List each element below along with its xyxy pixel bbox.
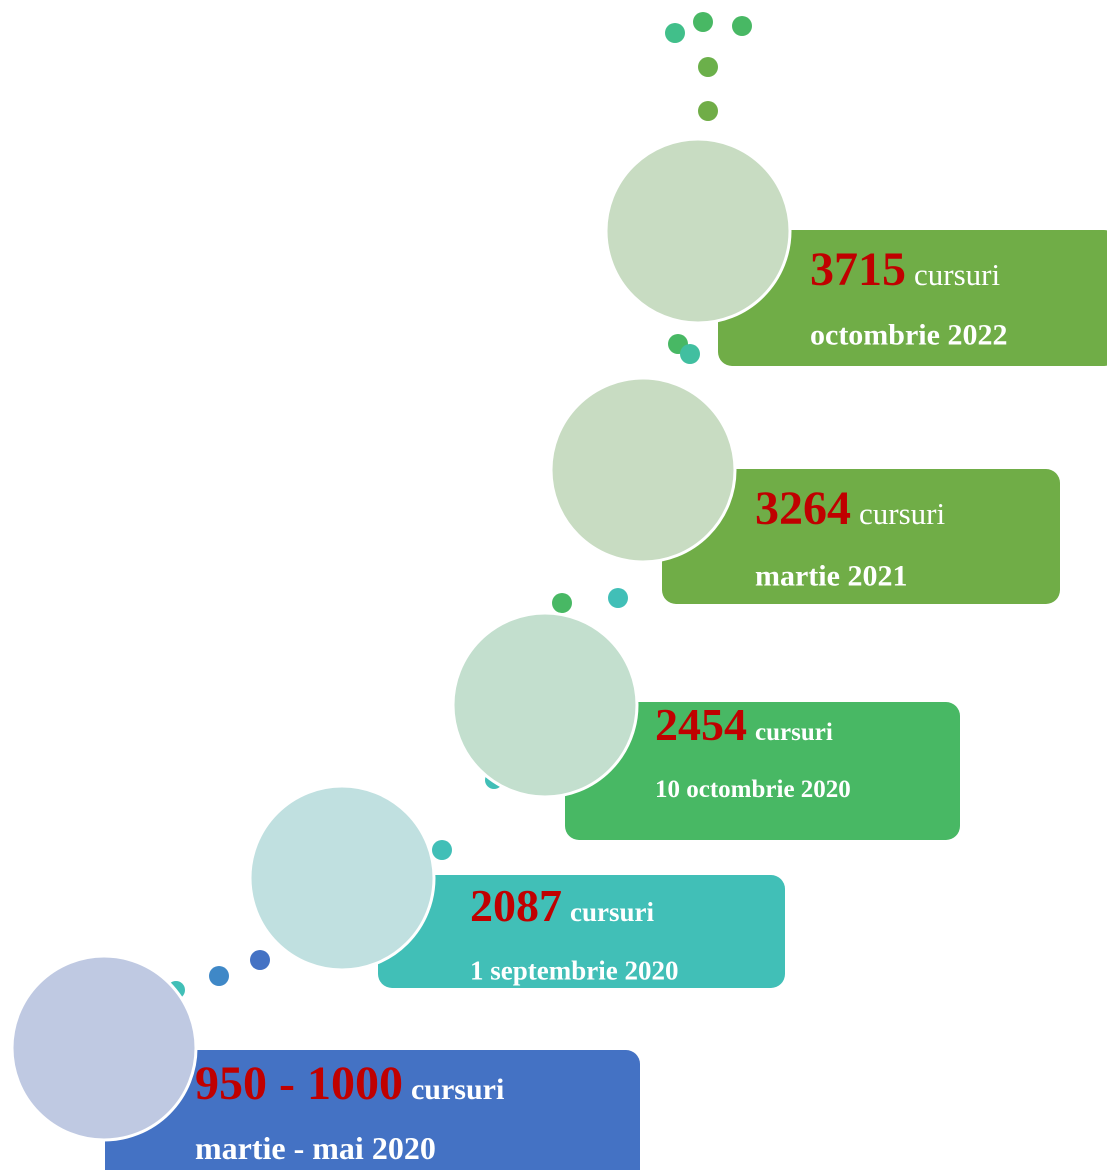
step-unit: cursuri — [914, 257, 1000, 292]
step-number: 3715 — [810, 243, 906, 296]
dot — [608, 588, 628, 608]
dot — [665, 23, 685, 43]
step-circle — [451, 611, 639, 799]
step-headline: 2087 cursuri — [470, 880, 654, 931]
dot — [732, 16, 752, 36]
step-circle — [248, 784, 436, 972]
dot — [698, 101, 718, 121]
step-headline: 950 - 1000 cursuri — [195, 1057, 504, 1110]
step-number: 2454 — [655, 699, 747, 750]
step-number: 2087 — [470, 880, 562, 931]
step-circle — [10, 954, 198, 1142]
step-number: 3264 — [755, 482, 851, 535]
step-box — [378, 875, 785, 988]
step-circle — [604, 137, 792, 325]
step-date: 1 septembrie 2020 — [470, 955, 678, 985]
step-box — [105, 1050, 640, 1170]
step-number: 950 - 1000 — [195, 1057, 403, 1110]
step: 2087 cursuri 1 septembrie 2020 — [248, 784, 785, 988]
step-box — [565, 702, 960, 840]
dot — [250, 950, 270, 970]
dot — [698, 57, 718, 77]
dot — [432, 840, 452, 860]
step-date: octombrie 2022 — [810, 319, 1007, 352]
step: 3715 cursuri octombrie 2022 — [604, 137, 1107, 366]
step-box — [662, 469, 1060, 604]
step-box — [718, 230, 1107, 366]
step-unit: cursuri — [755, 719, 833, 746]
step-date: 10 octombrie 2020 — [655, 776, 851, 803]
step-headline: 2454 cursuri — [655, 699, 833, 750]
step-headline: 3264 cursuri — [755, 482, 945, 535]
step: 2454 cursuri 10 octombrie 2020 — [451, 611, 960, 840]
step: 950 - 1000 cursuri martie - mai 2020 — [10, 954, 640, 1170]
connector-dots — [167, 12, 752, 999]
step-date: martie - mai 2020 — [195, 1130, 436, 1166]
dot — [693, 12, 713, 32]
dot — [552, 593, 572, 613]
dot — [209, 966, 229, 986]
step-headline: 3715 cursuri — [810, 243, 1000, 296]
dot — [680, 344, 700, 364]
step-unit: cursuri — [411, 1073, 504, 1106]
step-unit: cursuri — [859, 496, 945, 531]
step-unit: cursuri — [570, 897, 654, 927]
step-circle — [549, 376, 737, 564]
step-date: martie 2021 — [755, 560, 907, 593]
step: 3264 cursuri martie 2021 — [549, 376, 1060, 604]
